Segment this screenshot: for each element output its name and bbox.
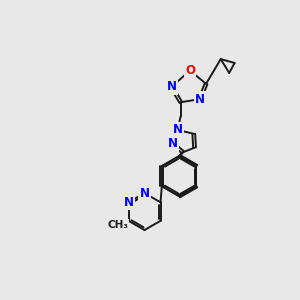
Text: O: O — [185, 64, 195, 77]
Text: N: N — [168, 137, 178, 150]
Text: CH₃: CH₃ — [107, 220, 128, 230]
Text: N: N — [167, 80, 176, 93]
Text: N: N — [124, 196, 134, 209]
Text: N: N — [172, 123, 183, 136]
Text: N: N — [140, 187, 149, 200]
Text: N: N — [195, 93, 205, 106]
